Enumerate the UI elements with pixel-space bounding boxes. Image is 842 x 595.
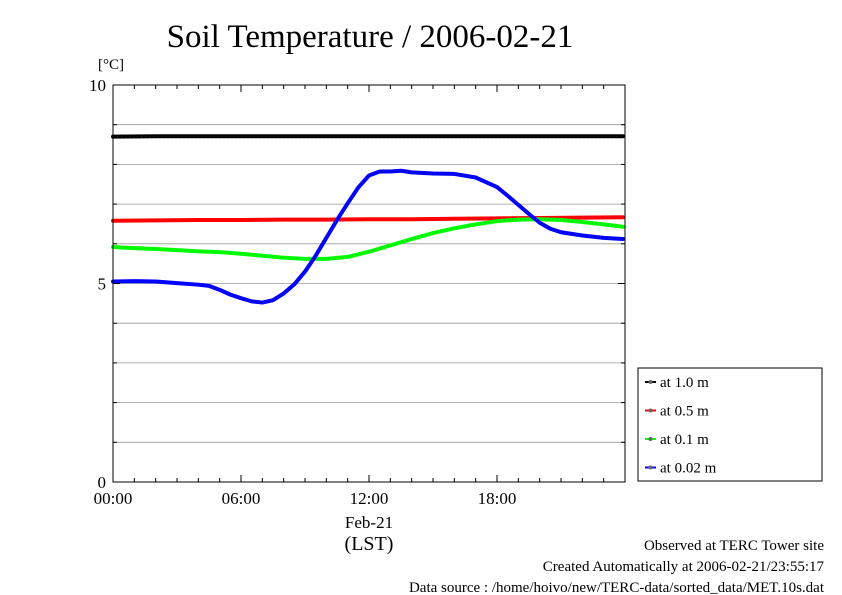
legend-marker — [648, 437, 653, 441]
legend-label: at 0.02 m — [660, 461, 717, 477]
x-axis-label: (LST) — [345, 533, 394, 555]
series-line-2 — [111, 217, 625, 261]
observed-site-note: Observed at TERC Tower site — [644, 538, 824, 554]
y-tick-label: 5 — [98, 275, 107, 294]
x-tick-label: 00:00 — [94, 489, 133, 508]
legend-marker — [648, 408, 653, 413]
y-tick-label: 10 — [89, 76, 106, 95]
legend-box — [637, 367, 823, 482]
legend-label: at 0.5 m — [660, 404, 709, 420]
legend-label: at 0.1 m — [660, 432, 709, 448]
y-tick-label: 0 — [98, 473, 107, 492]
data-source-note: Data source : /home/hoivo/new/TERC-data/… — [409, 580, 825, 595]
legend-label: at 1.0 m — [660, 375, 709, 391]
series-markers-3 — [112, 170, 623, 303]
x-tick-label: 18:00 — [478, 489, 517, 508]
axis-ticks — [112, 84, 626, 483]
legend: at 1.0 m at 0.5 m at 0.1 m at 0.02 m — [637, 367, 823, 482]
series-line-3 — [111, 168, 625, 305]
series-markers-1 — [112, 216, 623, 222]
axis-tick-labels: 00:00 06:00 12:00 18:00 0 5 10 — [89, 76, 516, 508]
y-axis-unit: [°C] — [98, 57, 124, 73]
series-lines — [111, 134, 625, 305]
legend-marker — [648, 465, 653, 470]
x-date-label: Feb-21 — [345, 513, 393, 532]
created-timestamp-note: Created Automatically at 2006-02-21/23:5… — [543, 559, 825, 575]
x-tick-label: 12:00 — [350, 489, 389, 508]
legend-marker — [648, 380, 653, 384]
x-tick-label: 06:00 — [222, 489, 261, 508]
chart-title: Soil Temperature / 2006-02-21 — [167, 19, 574, 55]
